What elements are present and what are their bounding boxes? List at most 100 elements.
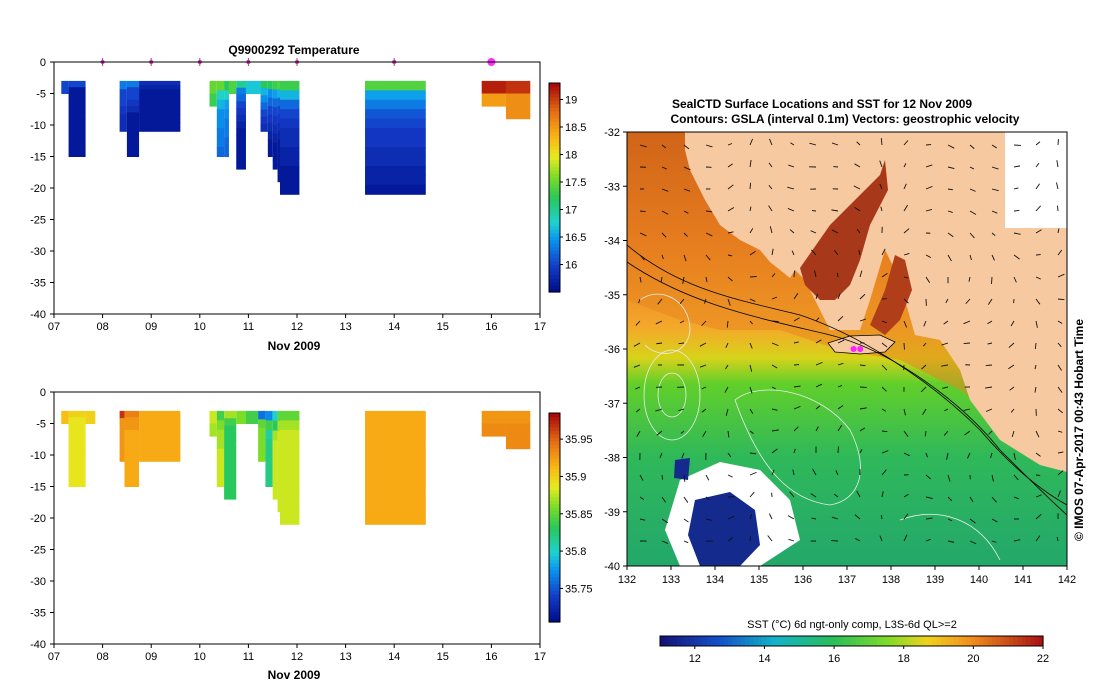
x-tick-label: 11 [243, 651, 254, 663]
section-cell [365, 137, 426, 148]
velocity-vector [903, 276, 909, 279]
velocity-vector [1035, 141, 1041, 146]
section-cell [68, 473, 86, 481]
velocity-vector [921, 364, 927, 370]
velocity-vector [810, 230, 817, 234]
velocity-vector [941, 342, 949, 346]
velocity-vector [1035, 320, 1038, 328]
section-cell [119, 97, 127, 107]
velocity-vector [833, 493, 839, 498]
section-cell [365, 156, 426, 167]
colorbar-swatch [549, 500, 560, 505]
velocity-vector [683, 210, 689, 214]
sst-colorbar-swatch [940, 636, 946, 646]
section-cell [216, 420, 225, 431]
section-cell [365, 109, 426, 120]
section-cell [68, 150, 86, 157]
velocity-vector [1013, 276, 1017, 283]
colorbar-swatch [549, 534, 560, 539]
colorbar-swatch [549, 288, 560, 293]
velocity-vector [815, 383, 823, 388]
velocity-vector [855, 538, 861, 542]
section-cell [68, 448, 86, 456]
velocity-vector [947, 166, 955, 169]
velocity-vector [789, 229, 795, 234]
colorbar-swatch [549, 583, 560, 588]
velocity-vector [943, 430, 949, 436]
section-cell [68, 429, 86, 437]
sst-colorbar-swatch [872, 636, 878, 646]
colorbar-swatch [549, 215, 560, 220]
colorbar-swatch [549, 194, 560, 199]
velocity-vector [947, 210, 953, 213]
velocity-vector [639, 474, 644, 481]
velocity-vector [1010, 320, 1015, 327]
velocity-vector [853, 185, 861, 190]
velocity-vector [791, 250, 795, 256]
section-cell [119, 454, 125, 462]
section-cell [279, 80, 300, 91]
section-cell [224, 118, 229, 129]
sst-colorbar-swatch [711, 636, 716, 646]
colorbar-swatch [549, 615, 560, 620]
velocity-vector [749, 342, 753, 349]
sst-colorbar-tick-label: 18 [898, 653, 910, 665]
velocity-vector [837, 385, 843, 388]
section-cell [126, 150, 140, 157]
colorbar-swatch [549, 514, 560, 519]
section-cell [224, 477, 237, 485]
section-cell [224, 410, 237, 419]
section-cell [279, 514, 300, 525]
colorbar-swatch [549, 538, 560, 543]
section-cell [224, 147, 229, 157]
sst-colorbar-swatch [966, 636, 972, 646]
velocity-vector [969, 144, 975, 149]
velocity-vector [903, 430, 909, 437]
colorbar-swatch [549, 580, 560, 585]
velocity-vector [771, 342, 779, 347]
velocity-vector [793, 405, 801, 410]
velocity-vector [635, 320, 641, 326]
velocity-vector [790, 142, 795, 146]
velocity-vector [678, 342, 685, 345]
colorbar-swatch [549, 458, 560, 463]
x-tick-label: 07 [48, 651, 60, 663]
velocity-vector [925, 185, 933, 190]
y-tick-label: -40 [30, 639, 46, 651]
section-cell [119, 114, 127, 124]
sst-colorbar-swatch [868, 636, 874, 646]
colorbar-swatch [549, 517, 560, 522]
section-cell [216, 448, 225, 459]
map-x-tick-label: 142 [1058, 574, 1076, 586]
colorbar-swatch [549, 177, 560, 182]
velocity-vector [858, 249, 861, 256]
velocity-vector [834, 249, 839, 256]
section-cell [68, 423, 86, 431]
velocity-vector [943, 320, 949, 325]
velocity-vector [725, 342, 729, 348]
sst-colorbar-swatch [694, 636, 699, 646]
velocity-vector [727, 254, 733, 257]
colorbar-swatch [549, 413, 560, 418]
velocity-vector [991, 166, 999, 170]
map-y-tick-label: -40 [604, 561, 620, 573]
sst-colorbar-tick-label: 14 [758, 653, 770, 665]
velocity-vector [837, 339, 845, 344]
section-cell [272, 469, 278, 480]
velocity-vector [881, 320, 887, 324]
velocity-vector [1008, 342, 1015, 348]
colorbar-swatch [549, 493, 560, 498]
velocity-vector [1035, 298, 1041, 305]
colorbar-swatch [549, 190, 560, 196]
sst-colorbar-swatch [672, 636, 678, 646]
y-tick-label: -25 [30, 215, 46, 227]
velocity-vector [701, 386, 707, 390]
velocity-vector [788, 164, 795, 168]
velocity-vector [1057, 490, 1061, 498]
velocity-vector [831, 209, 839, 212]
colorbar-swatch [549, 608, 560, 613]
sst-colorbar-swatch [740, 636, 746, 646]
velocity-vector [945, 298, 949, 304]
sst-colorbar-swatch [706, 636, 712, 646]
sst-colorbar-tick-label: 16 [828, 653, 840, 665]
